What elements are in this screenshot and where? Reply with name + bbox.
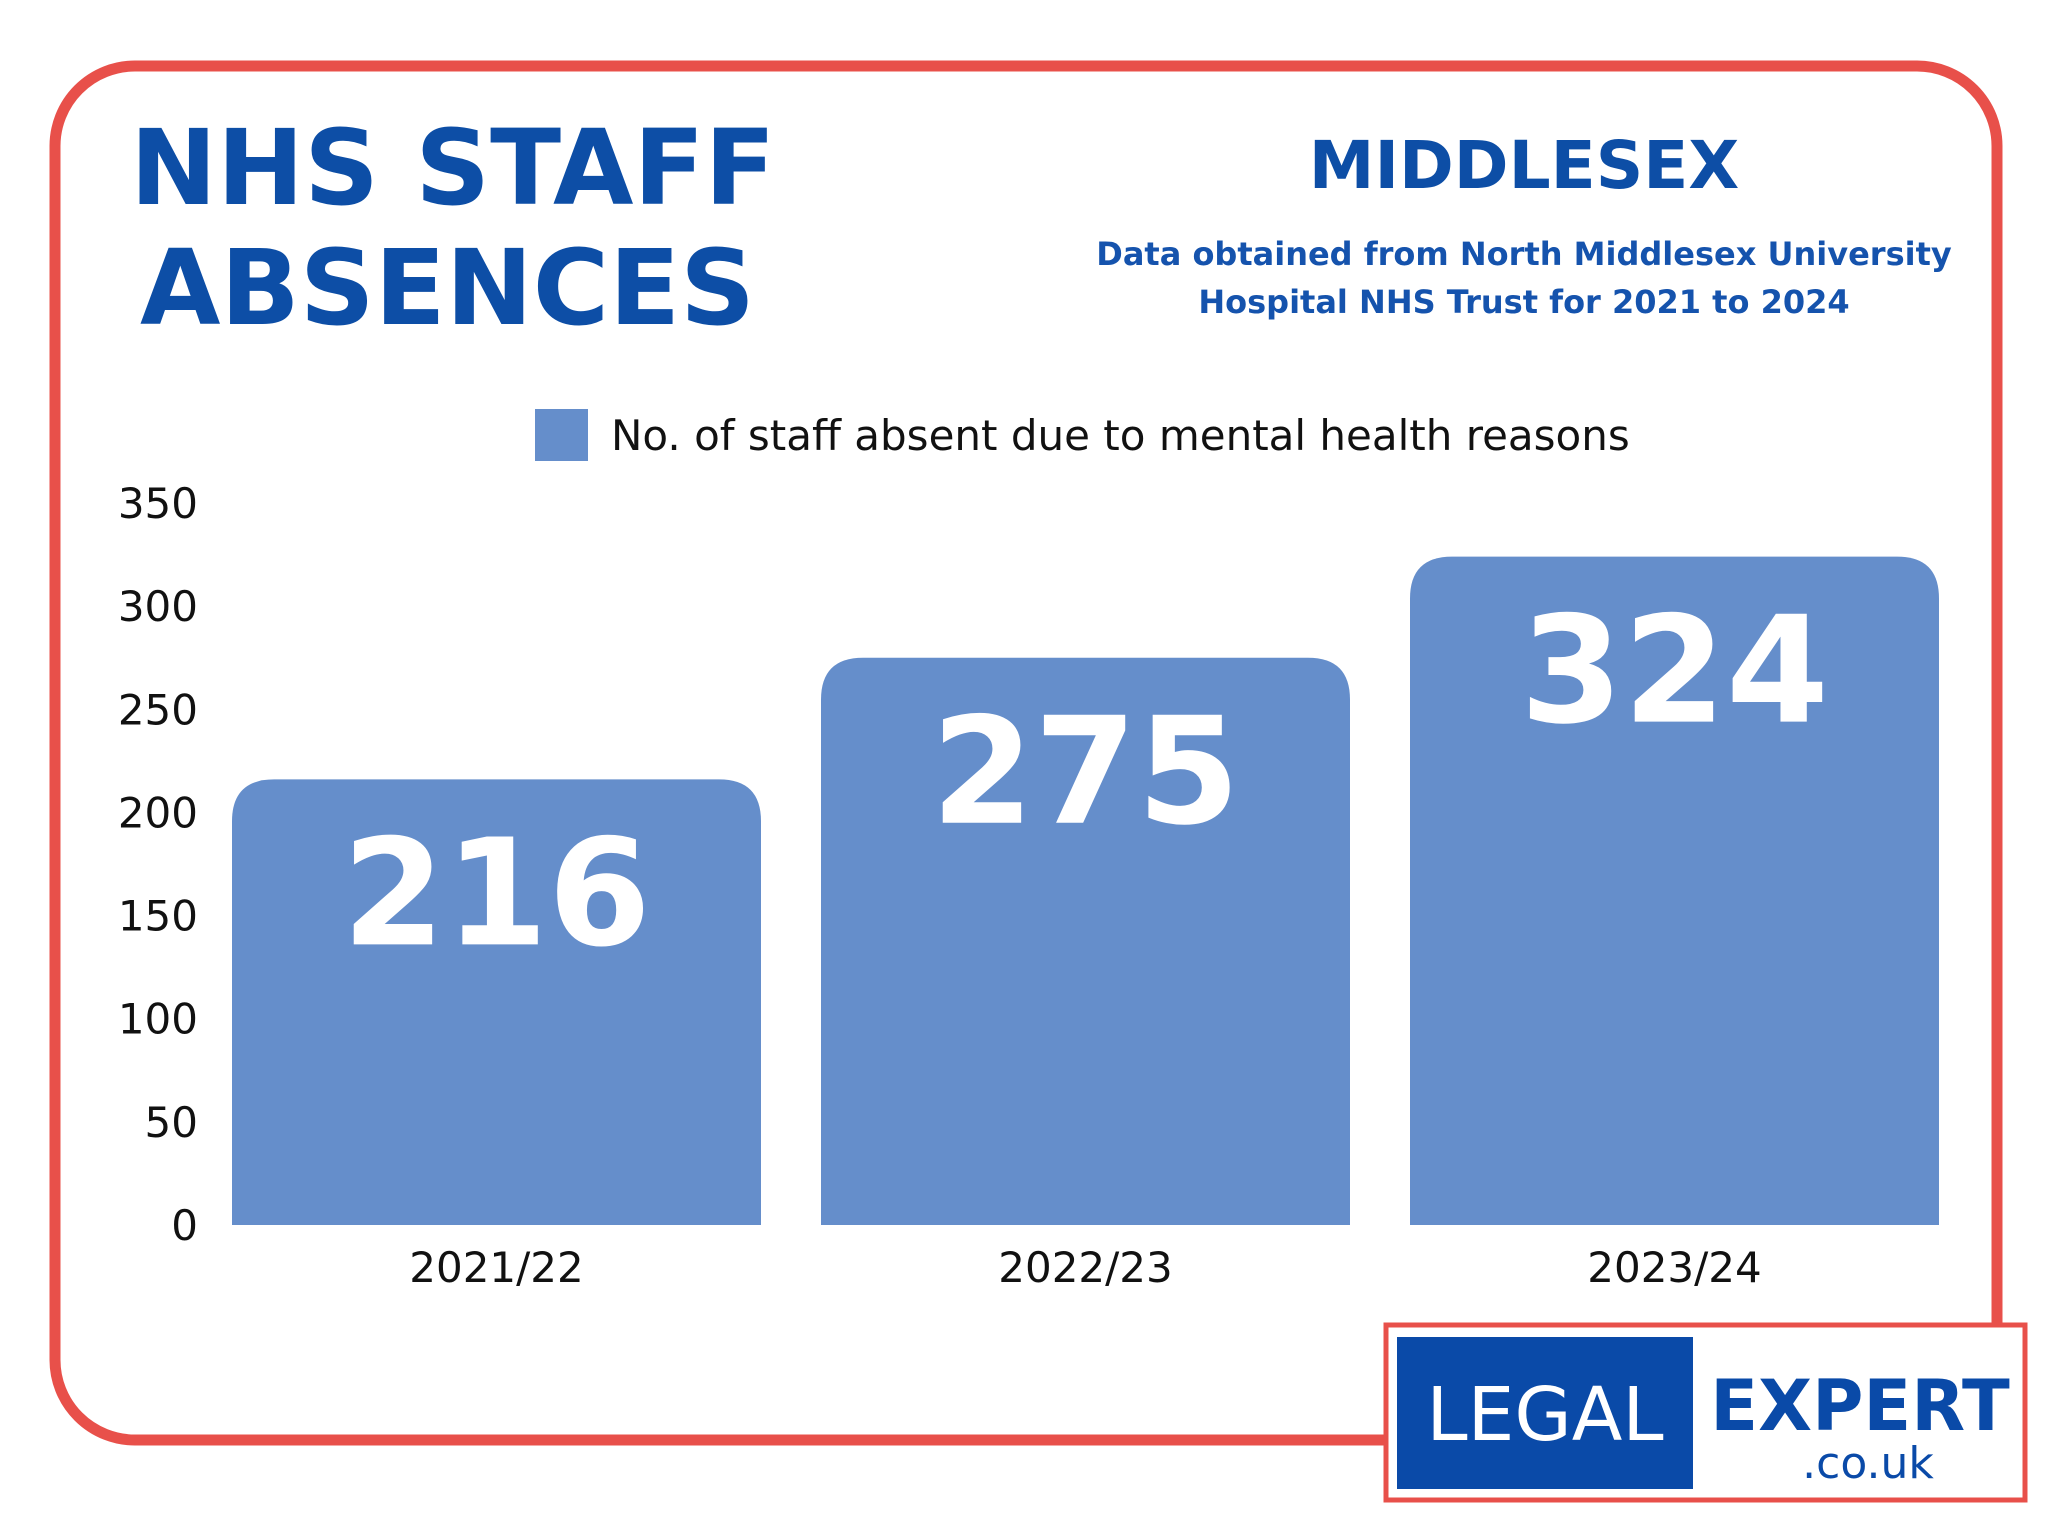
x-tick-label: 2021/22 — [409, 1243, 583, 1292]
bar-value-label: 275 — [931, 686, 1240, 858]
bar-value-label: 216 — [342, 807, 651, 979]
x-tick-label: 2023/24 — [1587, 1243, 1761, 1292]
logo-expert: EXPERT — [1710, 1365, 2010, 1447]
y-tick-label: 150 — [118, 892, 198, 941]
logo-legal: LEGAL — [1426, 1372, 1663, 1458]
bar-value-label: 324 — [1520, 585, 1829, 757]
bars: 216 275 324 — [232, 556, 1939, 1225]
legend-label: No. of staff absent due to mental health… — [611, 411, 1630, 460]
x-axis: 2021/22 2022/23 2023/24 — [409, 1243, 1761, 1292]
x-tick-label: 2022/23 — [998, 1243, 1172, 1292]
y-axis: 0 50 100 150 200 250 300 350 — [118, 479, 198, 1250]
title-line-1: NHS STAFF — [130, 107, 776, 229]
logo-domain: .co.uk — [1802, 1438, 1934, 1489]
bar-2021-22 — [232, 779, 761, 1225]
legal-expert-logo: LEGAL EXPERT .co.uk — [1383, 1322, 2028, 1503]
y-tick-label: 200 — [118, 788, 198, 837]
legend-swatch — [535, 409, 588, 461]
y-tick-label: 100 — [118, 995, 198, 1044]
y-tick-label: 300 — [118, 582, 198, 631]
y-tick-label: 350 — [118, 479, 198, 528]
y-tick-label: 0 — [171, 1201, 198, 1250]
region-title: MIDDLESEX — [1309, 127, 1739, 204]
source-line-2: Hospital NHS Trust for 2021 to 2024 — [1198, 283, 1849, 321]
bar-2023-24 — [1410, 556, 1939, 1225]
title-line-2: ABSENCES — [140, 227, 755, 349]
bar-2022-23 — [821, 657, 1350, 1225]
y-tick-label: 50 — [145, 1098, 198, 1147]
logo-blue-block — [1397, 1337, 1693, 1489]
y-tick-label: 250 — [118, 685, 198, 734]
card-border — [49, 60, 2003, 1446]
source-line-1: Data obtained from North Middlesex Unive… — [1096, 235, 1952, 273]
